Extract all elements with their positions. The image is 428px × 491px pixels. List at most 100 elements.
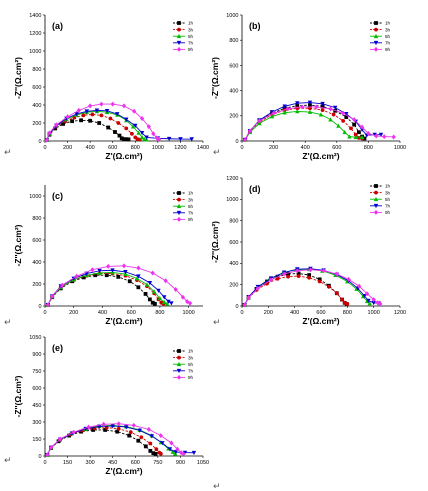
legend-marker (373, 196, 379, 202)
series-line (244, 104, 365, 140)
panel-label: (b) (249, 21, 261, 31)
data-point (391, 134, 396, 140)
data-point (156, 136, 162, 142)
data-point (333, 105, 338, 110)
series-3h (242, 274, 350, 307)
paragraph-mark: ↵ (4, 318, 12, 328)
data-point (45, 452, 50, 458)
data-point (167, 447, 173, 452)
y-tick-label: 450 (32, 403, 41, 409)
data-point (336, 123, 341, 128)
data-point (321, 268, 326, 274)
data-point (307, 273, 312, 277)
series-line (47, 273, 164, 306)
x-tick-label: 600 (127, 310, 136, 316)
data-point (382, 134, 387, 140)
legend-marker (177, 21, 181, 25)
data-point (151, 451, 156, 456)
data-point (341, 110, 346, 116)
data-point (357, 130, 361, 135)
y-tick-label: 0 (235, 304, 238, 310)
x-tick-label: 600 (108, 145, 117, 151)
data-point (91, 428, 96, 432)
x-tick-label: 400 (98, 310, 107, 316)
chart-panel-3: 0 200 400 600 800 1000 0 200 400 600 800 1000 (c) Z'(… (13, 185, 203, 326)
data-point (257, 118, 262, 124)
series-line (46, 425, 194, 456)
data-point (265, 279, 269, 284)
legend-marker (176, 203, 182, 209)
y-tick-label: 300 (32, 420, 41, 426)
series-1h (45, 273, 157, 307)
legend-marker (176, 216, 182, 222)
data-point (61, 122, 65, 126)
data-point (108, 116, 113, 121)
chart-panel-1: 0 200 400 600 800 1000 1200 1400 0 200 400 600 800 10… (13, 13, 209, 161)
paragraph-mark: ↵ (4, 148, 12, 158)
data-point (164, 301, 170, 306)
data-point (307, 275, 312, 280)
data-point (307, 109, 313, 114)
legend-marker (374, 184, 378, 188)
legend-marker (373, 33, 379, 39)
panel-label: (a) (52, 21, 63, 31)
legend-label: 5h (385, 197, 391, 202)
data-point (349, 126, 353, 131)
x-tick-label: 0 (240, 310, 243, 316)
data-point (331, 112, 336, 117)
data-point (299, 104, 305, 110)
data-point (121, 263, 127, 269)
x-tick-label: 800 (343, 310, 352, 316)
data-point (282, 104, 287, 109)
y-tick-label: 800 (229, 38, 238, 44)
legend-marker (176, 33, 182, 39)
data-point (150, 270, 155, 276)
data-point (153, 452, 158, 456)
data-point (143, 292, 148, 296)
y-tick-label: 1200 (29, 31, 41, 37)
data-point (189, 137, 194, 142)
y-tick-label: 1000 (29, 49, 41, 55)
data-point (340, 297, 344, 302)
x-tick-label: 750 (153, 460, 162, 466)
data-point (76, 107, 81, 113)
y-tick-label: 1400 (29, 13, 41, 19)
data-point (151, 131, 156, 137)
legend-marker (374, 27, 378, 32)
data-point (104, 425, 109, 430)
data-point (54, 122, 59, 128)
data-point (74, 273, 79, 279)
data-point (116, 426, 121, 431)
data-point (53, 126, 58, 131)
panel-label: (e) (52, 343, 63, 353)
y-tick-label: 200 (229, 114, 238, 120)
data-point (132, 108, 137, 114)
data-point (126, 137, 131, 142)
data-point (295, 101, 300, 106)
y-tick-label: 400 (229, 89, 238, 95)
y-tick-label: 200 (229, 283, 238, 289)
legend-marker (177, 191, 181, 195)
data-point (124, 425, 129, 430)
y-tick-label: 1000 (226, 13, 238, 19)
data-point (357, 135, 361, 140)
data-point (71, 429, 76, 435)
x-tick-label: 800 (131, 145, 140, 151)
data-point (93, 273, 98, 278)
legend-marker (373, 40, 379, 46)
x-tick-label: 200 (264, 310, 273, 316)
data-point (146, 124, 151, 130)
data-point (271, 110, 276, 116)
data-point (157, 296, 163, 301)
data-point (124, 137, 129, 142)
y-tick-label: 200 (32, 282, 41, 288)
panel-label: (c) (52, 191, 63, 201)
data-point (47, 130, 52, 136)
data-point (170, 449, 176, 454)
data-point (362, 136, 367, 141)
x-tick-label: 300 (86, 460, 95, 466)
data-point (327, 284, 331, 289)
data-point (121, 103, 127, 109)
data-point (136, 438, 141, 443)
data-point (151, 289, 157, 294)
